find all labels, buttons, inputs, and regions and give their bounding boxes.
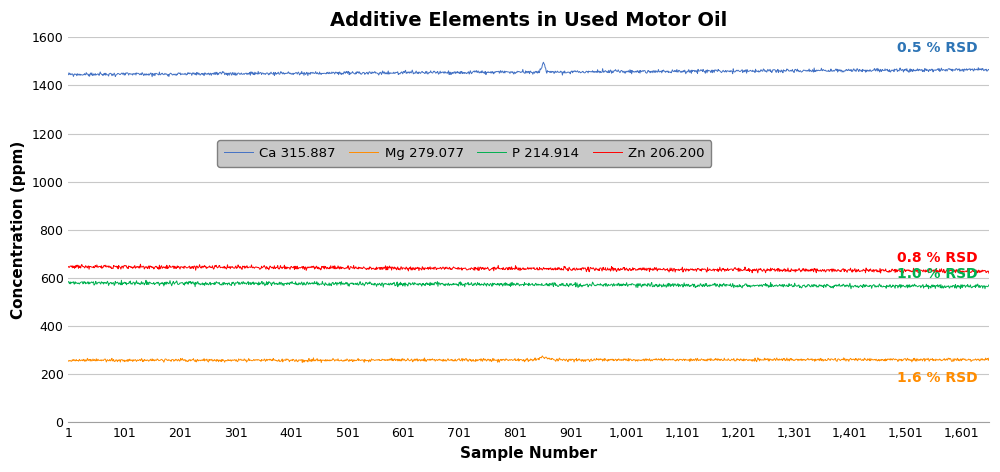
Zn 206.200 [903, 268, 915, 274]
Zn 206.200 [983, 270, 995, 276]
Mg 279.077 [461, 358, 473, 363]
Line: Mg 279.077: Mg 279.077 [68, 356, 989, 362]
Zn 206.200 [461, 267, 473, 273]
Ca 315.887 [496, 69, 508, 75]
Zn 206.200 [477, 265, 489, 270]
P 214.914 [134, 281, 146, 287]
P 214.914 [115, 278, 127, 283]
Mg 279.077 [983, 355, 995, 361]
Zn 206.200 [134, 261, 146, 267]
Ca 315.887 [477, 69, 489, 75]
X-axis label: Sample Number: Sample Number [460, 446, 597, 461]
Y-axis label: Concentration (ppm): Concentration (ppm) [11, 141, 26, 319]
P 214.914 [983, 282, 995, 288]
Text: 0.8 % RSD: 0.8 % RSD [897, 251, 978, 264]
P 214.914 [496, 280, 508, 286]
Zn 206.200 [496, 266, 508, 272]
Text: 0.5 % RSD: 0.5 % RSD [897, 41, 978, 55]
Line: Zn 206.200: Zn 206.200 [68, 264, 989, 273]
Mg 279.077 [134, 356, 146, 362]
Ca 315.887 [903, 69, 915, 75]
Ca 315.887 [62, 72, 74, 77]
P 214.914 [461, 281, 473, 287]
Ca 315.887 [612, 67, 624, 73]
Mg 279.077 [903, 356, 915, 362]
Legend: Ca 315.887, Mg 279.077, P 214.914, Zn 206.200: Ca 315.887, Mg 279.077, P 214.914, Zn 20… [217, 140, 711, 167]
P 214.914 [903, 284, 915, 290]
Zn 206.200 [62, 264, 74, 270]
P 214.914 [612, 283, 624, 288]
Text: 1.0 % RSD: 1.0 % RSD [897, 268, 978, 281]
P 214.914 [62, 279, 74, 285]
Mg 279.077 [536, 353, 548, 359]
Ca 315.887 [146, 74, 158, 80]
Line: P 214.914: P 214.914 [68, 280, 989, 289]
Mg 279.077 [496, 358, 508, 363]
Mg 279.077 [612, 356, 624, 362]
Mg 279.077 [62, 358, 74, 364]
Zn 206.200 [612, 267, 624, 272]
Mg 279.077 [315, 360, 327, 365]
Title: Additive Elements in Used Motor Oil: Additive Elements in Used Motor Oil [330, 11, 727, 30]
P 214.914 [923, 286, 935, 292]
P 214.914 [477, 282, 489, 287]
Line: Ca 315.887: Ca 315.887 [68, 62, 989, 77]
Mg 279.077 [477, 356, 489, 362]
Ca 315.887 [134, 72, 146, 77]
Ca 315.887 [983, 67, 995, 72]
Text: 1.6 % RSD: 1.6 % RSD [897, 371, 978, 385]
Ca 315.887 [461, 70, 473, 76]
Ca 315.887 [537, 59, 549, 65]
Zn 206.200 [134, 265, 146, 271]
